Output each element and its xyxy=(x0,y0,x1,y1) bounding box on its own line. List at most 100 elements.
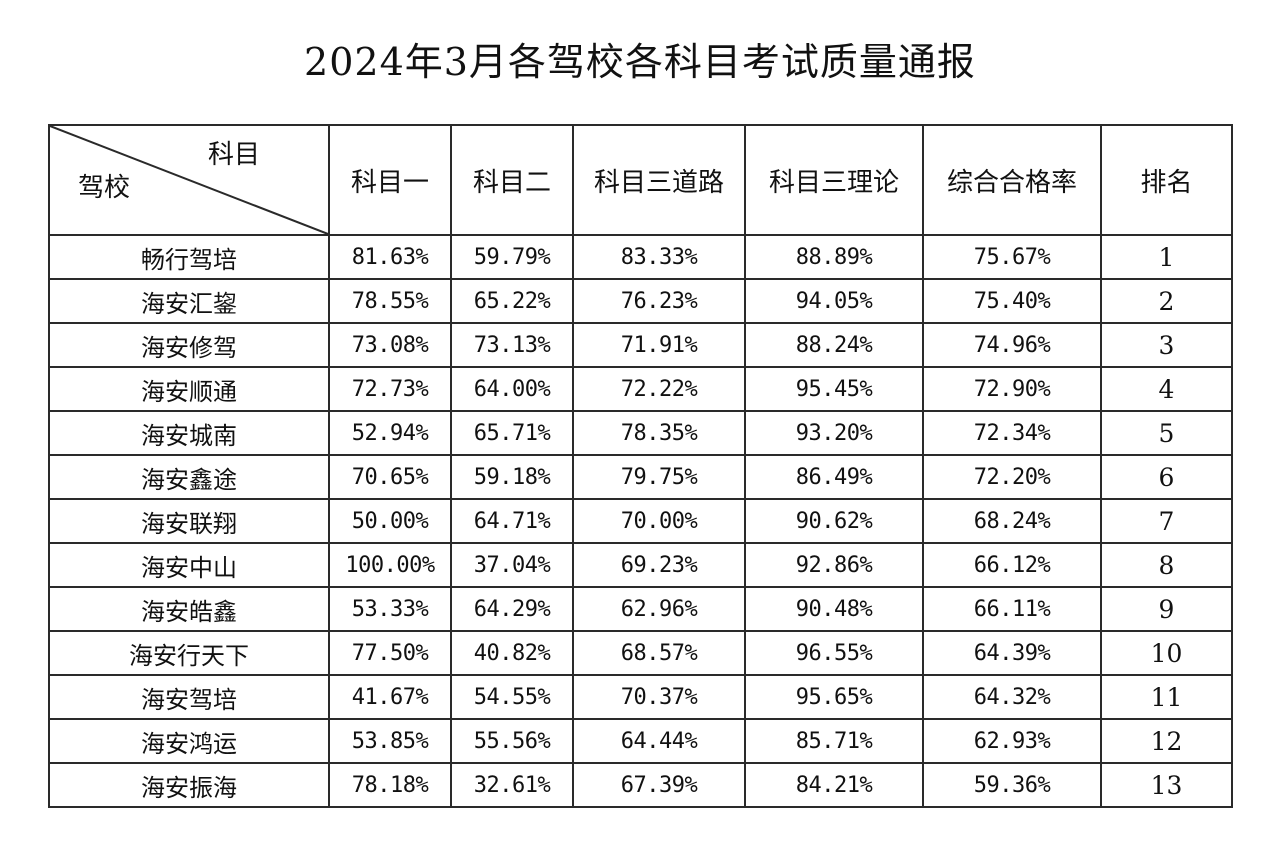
school-name-cell: 海安驾培 xyxy=(48,674,330,720)
column-header-overall-pass-rate: 综合合格率 xyxy=(922,124,1102,236)
overall-rate-cell: 68.24% xyxy=(922,498,1102,544)
subject-1-rate-cell: 53.33% xyxy=(328,586,452,632)
rank-cell: 9 xyxy=(1100,586,1233,632)
overall-rate-cell: 66.12% xyxy=(922,542,1102,588)
school-name-cell: 海安鸿运 xyxy=(48,718,330,764)
subject-1-rate-cell: 53.85% xyxy=(328,718,452,764)
rank-cell: 2 xyxy=(1100,278,1233,324)
overall-rate-cell: 75.67% xyxy=(922,234,1102,280)
rank-cell: 1 xyxy=(1100,234,1233,280)
overall-rate-cell: 62.93% xyxy=(922,718,1102,764)
subject-3-theory-rate-cell: 90.62% xyxy=(744,498,924,544)
table-row: 海安驾培 41.67% 54.55% 70.37% 95.65% 64.32% … xyxy=(48,674,1233,720)
school-name-cell: 海安中山 xyxy=(48,542,330,588)
subject-2-rate-cell: 59.18% xyxy=(450,454,574,500)
subject-1-rate-cell: 72.73% xyxy=(328,366,452,412)
subject-3-theory-rate-cell: 85.71% xyxy=(744,718,924,764)
subject-2-rate-cell: 65.71% xyxy=(450,410,574,456)
subject-1-rate-cell: 52.94% xyxy=(328,410,452,456)
subject-3-road-rate-cell: 78.35% xyxy=(572,410,746,456)
table-row: 海安皓鑫 53.33% 64.29% 62.96% 90.48% 66.11% … xyxy=(48,586,1233,632)
school-name-cell: 海安皓鑫 xyxy=(48,586,330,632)
subject-2-rate-cell: 54.55% xyxy=(450,674,574,720)
subject-3-road-rate-cell: 70.37% xyxy=(572,674,746,720)
rank-cell: 11 xyxy=(1100,674,1233,720)
overall-rate-cell: 64.32% xyxy=(922,674,1102,720)
school-name-cell: 海安鑫途 xyxy=(48,454,330,500)
table-row: 海安行天下 77.50% 40.82% 68.57% 96.55% 64.39%… xyxy=(48,630,1233,676)
overall-rate-cell: 75.40% xyxy=(922,278,1102,324)
subject-3-theory-rate-cell: 95.65% xyxy=(744,674,924,720)
rank-cell: 3 xyxy=(1100,322,1233,368)
subject-2-rate-cell: 32.61% xyxy=(450,762,574,808)
subject-1-rate-cell: 81.63% xyxy=(328,234,452,280)
subject-3-theory-rate-cell: 93.20% xyxy=(744,410,924,456)
school-name-cell: 海安振海 xyxy=(48,762,330,808)
subject-2-rate-cell: 64.29% xyxy=(450,586,574,632)
subject-2-rate-cell: 40.82% xyxy=(450,630,574,676)
table-row: 海安汇鋆 78.55% 65.22% 76.23% 94.05% 75.40% … xyxy=(48,278,1233,324)
rank-cell: 13 xyxy=(1100,762,1233,808)
school-name-cell: 海安行天下 xyxy=(48,630,330,676)
diagonal-divider xyxy=(51,127,327,233)
subject-3-theory-rate-cell: 84.21% xyxy=(744,762,924,808)
header-row: 科目 驾校 科目一 科目二 科目三道路 科目三理论 综合合格率 排名 xyxy=(48,124,1233,236)
subject-2-rate-cell: 64.71% xyxy=(450,498,574,544)
table-row: 海安顺通 72.73% 64.00% 72.22% 95.45% 72.90% … xyxy=(48,366,1233,412)
subject-3-road-rate-cell: 72.22% xyxy=(572,366,746,412)
page-title: 2024年3月各驾校各科目考试质量通报 xyxy=(304,40,976,84)
subject-2-rate-cell: 64.00% xyxy=(450,366,574,412)
table-row: 海安鸿运 53.85% 55.56% 64.44% 85.71% 62.93% … xyxy=(48,718,1233,764)
school-name-cell: 海安城南 xyxy=(48,410,330,456)
subject-3-theory-rate-cell: 88.24% xyxy=(744,322,924,368)
rank-cell: 8 xyxy=(1100,542,1233,588)
table-row: 海安联翔 50.00% 64.71% 70.00% 90.62% 68.24% … xyxy=(48,498,1233,544)
subject-2-rate-cell: 55.56% xyxy=(450,718,574,764)
subject-3-theory-rate-cell: 88.89% xyxy=(744,234,924,280)
subject-3-road-rate-cell: 67.39% xyxy=(572,762,746,808)
overall-rate-cell: 72.90% xyxy=(922,366,1102,412)
school-name-cell: 畅行驾培 xyxy=(48,234,330,280)
subject-3-road-rate-cell: 71.91% xyxy=(572,322,746,368)
overall-rate-cell: 72.34% xyxy=(922,410,1102,456)
rank-cell: 5 xyxy=(1100,410,1233,456)
subject-1-rate-cell: 100.00% xyxy=(328,542,452,588)
subject-3-theory-rate-cell: 94.05% xyxy=(744,278,924,324)
subject-3-theory-rate-cell: 90.48% xyxy=(744,586,924,632)
rank-cell: 12 xyxy=(1100,718,1233,764)
overall-rate-cell: 72.20% xyxy=(922,454,1102,500)
overall-rate-cell: 74.96% xyxy=(922,322,1102,368)
subject-3-road-rate-cell: 62.96% xyxy=(572,586,746,632)
subject-2-rate-cell: 37.04% xyxy=(450,542,574,588)
subject-1-rate-cell: 70.65% xyxy=(328,454,452,500)
table-row: 畅行驾培 81.63% 59.79% 83.33% 88.89% 75.67% … xyxy=(48,234,1233,280)
overall-rate-cell: 66.11% xyxy=(922,586,1102,632)
rank-cell: 7 xyxy=(1100,498,1233,544)
column-header-rank: 排名 xyxy=(1100,124,1233,236)
overall-rate-cell: 64.39% xyxy=(922,630,1102,676)
corner-label-school: 驾校 xyxy=(78,173,131,203)
subject-1-rate-cell: 78.55% xyxy=(328,278,452,324)
overall-rate-cell: 59.36% xyxy=(922,762,1102,808)
school-name-cell: 海安顺通 xyxy=(48,366,330,412)
subject-3-road-rate-cell: 64.44% xyxy=(572,718,746,764)
column-header-subject-1: 科目一 xyxy=(328,124,452,236)
table-row: 海安振海 78.18% 32.61% 67.39% 84.21% 59.36% … xyxy=(48,762,1233,808)
subject-1-rate-cell: 78.18% xyxy=(328,762,452,808)
exam-quality-table: 科目 驾校 科目一 科目二 科目三道路 科目三理论 综合合格率 排名 畅行驾培 … xyxy=(48,124,1233,808)
subject-3-theory-rate-cell: 96.55% xyxy=(744,630,924,676)
subject-2-rate-cell: 65.22% xyxy=(450,278,574,324)
table-row: 海安中山 100.00% 37.04% 69.23% 92.86% 66.12%… xyxy=(48,542,1233,588)
subject-2-rate-cell: 59.79% xyxy=(450,234,574,280)
table-row: 海安修驾 73.08% 73.13% 71.91% 88.24% 74.96% … xyxy=(48,322,1233,368)
subject-3-road-rate-cell: 83.33% xyxy=(572,234,746,280)
subject-1-rate-cell: 73.08% xyxy=(328,322,452,368)
school-name-cell: 海安修驾 xyxy=(48,322,330,368)
subject-3-theory-rate-cell: 92.86% xyxy=(744,542,924,588)
subject-3-road-rate-cell: 70.00% xyxy=(572,498,746,544)
school-name-cell: 海安汇鋆 xyxy=(48,278,330,324)
subject-1-rate-cell: 41.67% xyxy=(328,674,452,720)
rank-cell: 4 xyxy=(1100,366,1233,412)
rank-cell: 6 xyxy=(1100,454,1233,500)
rank-cell: 10 xyxy=(1100,630,1233,676)
